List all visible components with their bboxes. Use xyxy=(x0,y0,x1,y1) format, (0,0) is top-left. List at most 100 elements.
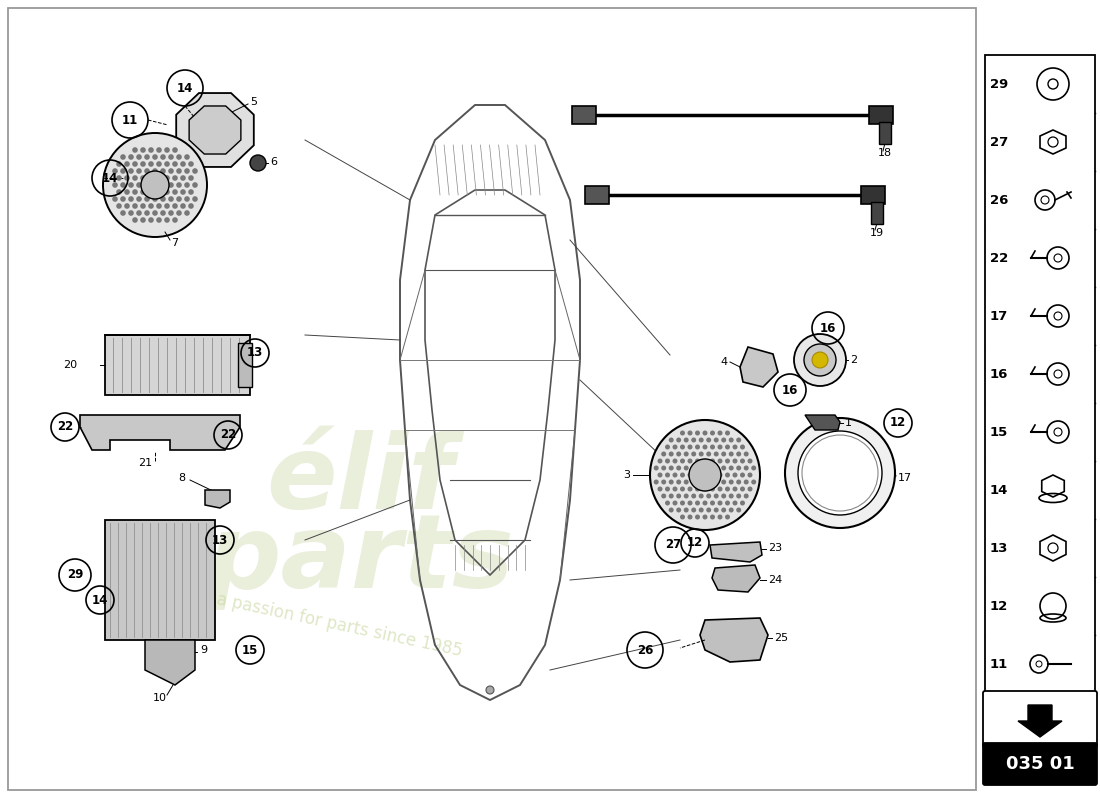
Circle shape xyxy=(164,190,169,194)
Circle shape xyxy=(658,486,662,491)
Circle shape xyxy=(703,501,707,506)
Circle shape xyxy=(728,438,734,442)
Circle shape xyxy=(691,451,696,457)
Text: 11: 11 xyxy=(122,114,139,126)
Circle shape xyxy=(748,473,752,478)
Circle shape xyxy=(144,154,150,160)
Circle shape xyxy=(148,175,154,181)
Circle shape xyxy=(703,458,707,463)
Circle shape xyxy=(653,466,659,470)
Circle shape xyxy=(124,190,130,194)
Polygon shape xyxy=(740,347,778,387)
Circle shape xyxy=(650,420,760,530)
Circle shape xyxy=(120,154,125,160)
Circle shape xyxy=(136,196,142,202)
Circle shape xyxy=(710,458,715,463)
Circle shape xyxy=(161,154,166,160)
Circle shape xyxy=(676,466,681,470)
Circle shape xyxy=(695,458,700,463)
Circle shape xyxy=(112,182,118,188)
Bar xyxy=(984,55,1094,693)
Polygon shape xyxy=(712,565,760,592)
Circle shape xyxy=(184,154,190,160)
Polygon shape xyxy=(205,490,230,508)
Circle shape xyxy=(156,162,162,166)
Circle shape xyxy=(180,190,186,194)
Circle shape xyxy=(140,147,146,153)
Circle shape xyxy=(714,494,718,498)
Circle shape xyxy=(736,466,741,470)
Circle shape xyxy=(728,494,734,498)
Circle shape xyxy=(156,218,162,222)
Circle shape xyxy=(672,458,678,463)
Text: 22: 22 xyxy=(57,421,73,434)
Circle shape xyxy=(695,430,700,435)
Circle shape xyxy=(666,501,670,506)
Circle shape xyxy=(680,514,685,519)
Text: 14: 14 xyxy=(177,82,194,94)
Circle shape xyxy=(148,162,154,166)
Circle shape xyxy=(703,514,707,519)
Circle shape xyxy=(676,479,681,485)
Circle shape xyxy=(669,451,673,457)
Text: 24: 24 xyxy=(768,575,782,585)
Text: 26: 26 xyxy=(637,643,653,657)
Circle shape xyxy=(689,459,720,491)
Circle shape xyxy=(184,196,190,202)
Text: 11: 11 xyxy=(990,658,1008,670)
Circle shape xyxy=(164,162,169,166)
Circle shape xyxy=(733,445,737,450)
Circle shape xyxy=(798,431,882,515)
Circle shape xyxy=(152,182,157,188)
Circle shape xyxy=(691,466,696,470)
Circle shape xyxy=(725,458,730,463)
Circle shape xyxy=(188,175,194,181)
Circle shape xyxy=(740,473,745,478)
Circle shape xyxy=(706,438,712,442)
Circle shape xyxy=(725,501,730,506)
Circle shape xyxy=(717,486,723,491)
Circle shape xyxy=(148,190,154,194)
Circle shape xyxy=(173,175,178,181)
FancyBboxPatch shape xyxy=(983,743,1097,785)
FancyBboxPatch shape xyxy=(983,691,1097,747)
Circle shape xyxy=(653,479,659,485)
Text: 13: 13 xyxy=(212,534,228,546)
Circle shape xyxy=(710,486,715,491)
Circle shape xyxy=(140,203,146,209)
Circle shape xyxy=(722,507,726,513)
Circle shape xyxy=(785,418,895,528)
Circle shape xyxy=(184,168,190,174)
Circle shape xyxy=(168,196,174,202)
Text: 17: 17 xyxy=(898,473,912,483)
Circle shape xyxy=(658,458,662,463)
Text: 035 01: 035 01 xyxy=(1005,755,1075,773)
Circle shape xyxy=(140,218,146,222)
Circle shape xyxy=(698,507,704,513)
Circle shape xyxy=(658,473,662,478)
Circle shape xyxy=(180,203,186,209)
Text: 3: 3 xyxy=(623,470,630,480)
Circle shape xyxy=(141,171,169,199)
Circle shape xyxy=(706,507,712,513)
Circle shape xyxy=(744,451,749,457)
Text: 12: 12 xyxy=(890,417,906,430)
Circle shape xyxy=(161,196,166,202)
Circle shape xyxy=(725,486,730,491)
Text: a passion for parts since 1985: a passion for parts since 1985 xyxy=(216,590,464,660)
Text: 14: 14 xyxy=(91,594,108,606)
Circle shape xyxy=(180,162,186,166)
Text: 16: 16 xyxy=(782,383,799,397)
Circle shape xyxy=(698,451,704,457)
Circle shape xyxy=(168,182,174,188)
Circle shape xyxy=(148,203,154,209)
Circle shape xyxy=(669,494,673,498)
Circle shape xyxy=(672,445,678,450)
Circle shape xyxy=(672,473,678,478)
Circle shape xyxy=(669,479,673,485)
Circle shape xyxy=(714,466,718,470)
Circle shape xyxy=(136,210,142,216)
Circle shape xyxy=(684,438,689,442)
Text: 13: 13 xyxy=(990,542,1009,554)
Text: 25: 25 xyxy=(774,633,788,643)
